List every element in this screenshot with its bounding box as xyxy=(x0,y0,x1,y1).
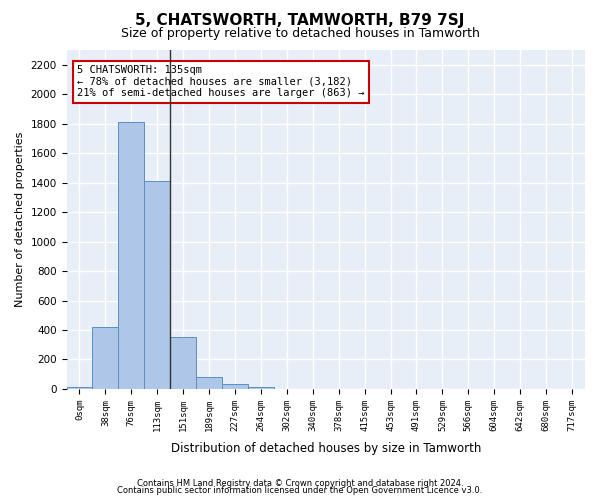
Text: 5 CHATSWORTH: 135sqm
← 78% of detached houses are smaller (3,182)
21% of semi-de: 5 CHATSWORTH: 135sqm ← 78% of detached h… xyxy=(77,66,364,98)
Bar xyxy=(196,377,222,389)
Text: Size of property relative to detached houses in Tamworth: Size of property relative to detached ho… xyxy=(121,28,479,40)
Y-axis label: Number of detached properties: Number of detached properties xyxy=(15,132,25,307)
Bar xyxy=(144,181,170,389)
Bar xyxy=(170,338,196,389)
Bar xyxy=(92,327,118,389)
Text: 5, CHATSWORTH, TAMWORTH, B79 7SJ: 5, CHATSWORTH, TAMWORTH, B79 7SJ xyxy=(136,12,464,28)
Bar xyxy=(222,384,248,389)
Bar xyxy=(248,386,274,389)
X-axis label: Distribution of detached houses by size in Tamworth: Distribution of detached houses by size … xyxy=(170,442,481,455)
Text: Contains HM Land Registry data © Crown copyright and database right 2024.: Contains HM Land Registry data © Crown c… xyxy=(137,478,463,488)
Bar xyxy=(67,386,92,389)
Bar xyxy=(118,122,144,389)
Text: Contains public sector information licensed under the Open Government Licence v3: Contains public sector information licen… xyxy=(118,486,482,495)
